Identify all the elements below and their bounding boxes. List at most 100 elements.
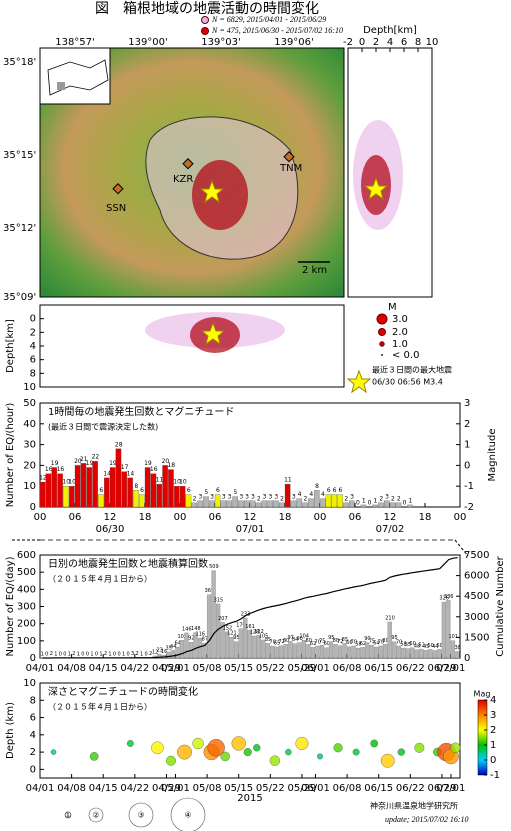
value-label: 12	[152, 649, 158, 655]
bar	[267, 500, 273, 508]
scale-circle	[64, 811, 72, 819]
value-label: 1	[99, 651, 102, 657]
quake	[450, 742, 461, 753]
x-tick-label: 06/08	[333, 663, 362, 674]
value-label: 3	[210, 493, 214, 500]
value-label: 207	[218, 616, 228, 622]
legend-label: 3.0	[392, 314, 408, 325]
bar	[238, 628, 243, 659]
value-label: 3	[228, 493, 232, 500]
tick-label: 6	[30, 355, 36, 366]
quake	[253, 744, 261, 752]
scale-label: ③	[137, 811, 144, 820]
x-tick-label: 04/01	[26, 783, 55, 794]
bar	[360, 504, 367, 508]
value-label: 6	[99, 487, 103, 494]
quake	[177, 744, 192, 760]
x-tick-label: 06/15	[364, 663, 393, 674]
value-label: 75	[369, 639, 375, 645]
scale-label: 2 km	[302, 265, 327, 276]
bar	[319, 498, 326, 508]
tick-label: -2	[343, 37, 353, 48]
bar	[446, 600, 451, 659]
bar	[396, 645, 401, 659]
bar	[315, 645, 320, 659]
x-tick-label: 05/22	[256, 783, 285, 794]
value-label: 233	[241, 612, 251, 618]
bar	[337, 645, 343, 659]
value-label: 65	[274, 640, 280, 646]
value-label: 87	[202, 637, 208, 643]
colorbar	[477, 699, 488, 776]
value-label: 95	[233, 635, 239, 641]
y2-tick-label: 2	[464, 419, 470, 430]
quake	[231, 736, 246, 751]
x-tick-label: 06/22	[396, 783, 425, 794]
value-label: 2	[104, 651, 107, 657]
scale-label: ①	[64, 811, 71, 820]
y-tick-label: 8	[30, 695, 36, 706]
tick-label: 2	[30, 327, 36, 338]
y-tick-label: 30	[23, 440, 36, 451]
y-tick-label: 10	[23, 678, 36, 689]
quake	[243, 748, 252, 757]
bar	[346, 646, 352, 659]
value-label: 2	[149, 651, 152, 657]
value-label: 11	[156, 477, 164, 484]
largest-quake	[200, 321, 226, 346]
quake	[397, 748, 405, 756]
bar	[265, 643, 270, 659]
value-label: 70	[315, 639, 321, 645]
tick-label: 10	[23, 382, 36, 393]
x-tick-label: 04/29	[152, 783, 181, 794]
value-label: 3	[199, 493, 203, 500]
institute: 神奈川県温泉地学研究所	[370, 801, 458, 811]
value-label: 52	[418, 643, 424, 649]
x-tick-label: 06/29	[428, 783, 457, 794]
bar	[372, 504, 378, 508]
value-label: 90	[364, 636, 370, 642]
value-label: 0	[59, 652, 62, 658]
value-label: 6	[327, 487, 331, 494]
bar	[127, 477, 133, 508]
value-label: 336	[444, 594, 454, 600]
bar	[351, 645, 356, 659]
value-label: 38	[455, 645, 461, 651]
x-tick-label: 06/01	[301, 663, 330, 674]
connector	[454, 539, 469, 557]
bar	[301, 639, 307, 659]
quake	[380, 753, 395, 768]
value-label: 1	[362, 497, 366, 504]
bar	[407, 504, 413, 508]
y-tick-label: 2	[30, 747, 36, 758]
value-label: 2	[50, 651, 53, 657]
x-tick-label: 00	[34, 512, 47, 523]
value-label: 70	[351, 639, 357, 645]
x-tick-label: 18	[419, 512, 432, 523]
colorbar-tick-label: 3	[490, 710, 496, 721]
bar	[243, 617, 248, 659]
y-axis-label: Number of EQ/(day)	[5, 556, 16, 656]
y-tick-label: 4	[30, 730, 36, 741]
quake	[269, 755, 281, 766]
bar	[392, 641, 397, 659]
y2-tick-label: 1	[464, 440, 470, 451]
x-tick-label: 06/08	[333, 783, 362, 794]
value-label: 6	[140, 487, 144, 494]
coast	[47, 59, 109, 96]
value-label: 16	[57, 466, 65, 473]
x-tick-label: 05/29	[288, 783, 317, 794]
x-tick-label: 05/22	[256, 663, 285, 674]
bar	[333, 644, 338, 659]
value-label: 14	[103, 470, 111, 477]
bar	[202, 642, 207, 659]
value-label: 104	[299, 634, 309, 640]
value-label: 58	[400, 642, 406, 648]
bar	[378, 645, 383, 659]
y2-tick-label: 0	[464, 653, 470, 664]
bar	[387, 621, 392, 659]
lat-label: 35°18'	[3, 57, 36, 68]
value-label: 60	[409, 641, 415, 647]
bar	[342, 643, 347, 659]
